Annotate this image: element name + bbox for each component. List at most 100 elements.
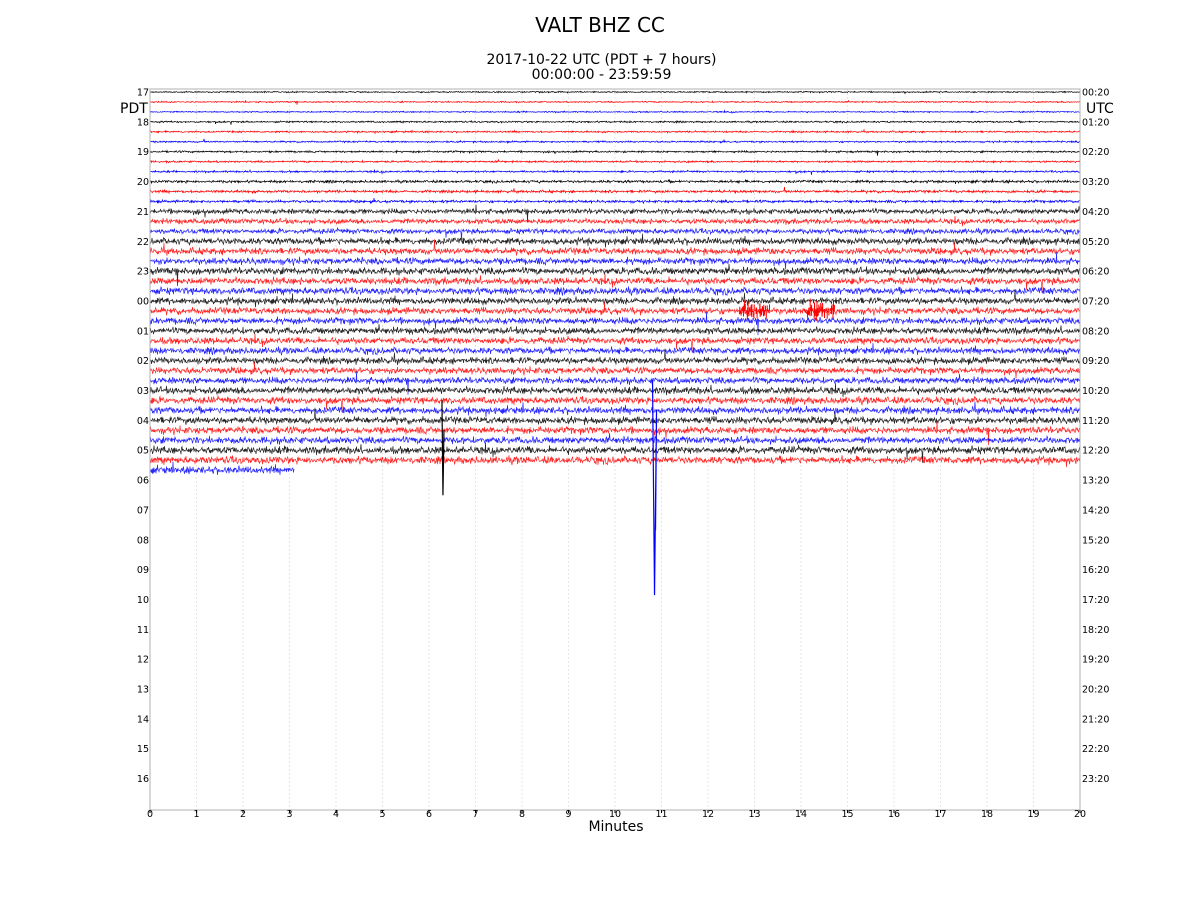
left-row-label: 09 [137, 565, 149, 576]
trace-line-12-0 [149, 442, 1081, 463]
trace-line-04-1 [149, 215, 1081, 227]
chart-subtitle: 2017-10-22 UTC (PDT + 7 hours) 00:00:00 … [0, 53, 1200, 83]
trace-line-00-1 [149, 99, 1081, 105]
left-row-label: 16 [137, 774, 149, 785]
right-row-label: 17:20 [1082, 595, 1109, 606]
left-row-label: 04 [137, 416, 149, 427]
left-axis-label: PDT [120, 101, 148, 117]
trace-line-07-1 [149, 302, 1081, 316]
trace-line-03-0 [149, 178, 1081, 185]
right-row-label: 18:20 [1082, 625, 1109, 636]
trace-line-09-0 [149, 348, 1081, 366]
x-tick-label: 3 [286, 809, 292, 820]
trace-line-11-2 [149, 433, 1081, 446]
right-row-label: 12:20 [1082, 446, 1109, 457]
trace-line-08-1 [149, 333, 1081, 353]
right-row-labels: 00:20 01:20 02:20 03:20 04:20 05:20 06:20 07:20… [1082, 88, 1109, 786]
trace-line-03-1 [149, 186, 1081, 195]
left-row-label: 12 [137, 655, 149, 666]
left-row-label: 15 [137, 744, 149, 755]
x-tick-label: 2 [240, 809, 246, 820]
right-row-label: 20:20 [1082, 685, 1109, 696]
trace-line-11-0 [149, 407, 1081, 426]
x-tick-label: 16 [888, 809, 900, 820]
left-row-label: 07 [137, 505, 149, 516]
annotation-mark-2 [739, 300, 770, 320]
right-row-label: 13:20 [1082, 476, 1109, 487]
left-row-label: 11 [137, 625, 149, 636]
left-row-label: 08 [137, 535, 149, 546]
trace-line-01-2 [149, 138, 1081, 145]
right-row-label: 02:20 [1082, 147, 1109, 158]
left-row-label: 23 [137, 267, 149, 278]
right-row-label: 10:20 [1082, 386, 1109, 397]
right-row-label: 19:20 [1082, 655, 1109, 666]
subtitle-time-range: 00:00:00 - 23:59:59 [531, 67, 672, 83]
trace-line-00-2 [150, 109, 1081, 115]
right-axis-label: UTC [1086, 101, 1114, 117]
trace-line-02-1 [149, 158, 1081, 164]
x-tick-label: 13 [748, 809, 760, 820]
trace-line-05-0 [150, 233, 1081, 248]
seismic-traces [149, 90, 1081, 596]
trace-line-07-2 [149, 312, 1081, 336]
right-row-label: 03:20 [1082, 177, 1109, 188]
right-row-label: 08:20 [1082, 326, 1109, 337]
x-tick-label: 8 [519, 809, 525, 820]
left-row-label: 03 [137, 386, 149, 397]
left-row-label: 00 [137, 296, 149, 307]
trace-line-05-2 [149, 252, 1081, 270]
left-row-label: 19 [137, 147, 149, 158]
trace-line-02-2 [149, 169, 1080, 175]
x-tick-label: 1 [193, 809, 199, 820]
right-row-label: 21:20 [1082, 714, 1109, 725]
trace-line-09-2 [149, 371, 1081, 395]
subtitle-date: 2017-10-22 UTC (PDT + 7 hours) [486, 52, 717, 68]
trace-line-12-2 [149, 461, 295, 476]
x-tick-label: 17 [934, 809, 946, 820]
trace-line-06-0 [149, 263, 1081, 287]
x-tick-label: 12 [702, 809, 714, 820]
trace-line-08-0 [149, 324, 1081, 336]
left-row-label: 06 [137, 476, 149, 487]
right-row-label: 11:20 [1082, 416, 1109, 427]
x-tick-label: 15 [841, 809, 853, 820]
right-row-label: 05:20 [1082, 237, 1109, 248]
x-tick-label: 5 [379, 809, 385, 820]
trace-line-06-2 [149, 286, 1081, 297]
left-row-label: 22 [137, 237, 149, 248]
trace-line-05-1 [149, 239, 1081, 256]
right-row-label: 22:20 [1082, 744, 1109, 755]
left-row-label: 13 [137, 685, 149, 696]
annotation-mark-1 [441, 400, 445, 496]
left-row-label: 21 [137, 207, 149, 218]
right-row-label: 14:20 [1082, 505, 1109, 516]
right-row-label: 04:20 [1082, 207, 1109, 218]
x-tick-label: 7 [472, 809, 478, 820]
left-row-label: 18 [137, 117, 149, 128]
x-axis-ticks: 0 1 2 3 4 5 6 7 8 9 10 11 12 13 14 15 16 17 18 19 20 [147, 809, 1086, 820]
x-tick-label: 14 [795, 809, 807, 820]
trace-line-00-0 [149, 90, 1081, 95]
right-row-label: 15:20 [1082, 535, 1109, 546]
left-row-label: 14 [137, 714, 149, 725]
trace-line-01-1 [149, 128, 1081, 135]
right-row-label: 07:20 [1082, 296, 1109, 307]
trace-line-11-1 [149, 421, 1081, 446]
x-tick-label: 18 [981, 809, 993, 820]
trace-line-10-2 [149, 401, 1081, 418]
right-row-label: 16:20 [1082, 565, 1109, 576]
left-row-label: 20 [137, 177, 149, 188]
x-tick-label: 4 [333, 809, 339, 820]
trace-line-04-0 [149, 204, 1081, 223]
x-tick-label: 6 [426, 809, 432, 820]
trace-line-04-2 [149, 227, 1081, 241]
trace-line-07-0 [149, 288, 1081, 308]
right-row-label: 01:20 [1082, 117, 1109, 128]
x-tick-label: 11 [655, 809, 667, 820]
right-row-label: 00:20 [1082, 88, 1109, 99]
annotation-mark-0 [651, 380, 658, 596]
right-row-label: 09:20 [1082, 356, 1109, 367]
trace-line-09-1 [149, 361, 1081, 379]
